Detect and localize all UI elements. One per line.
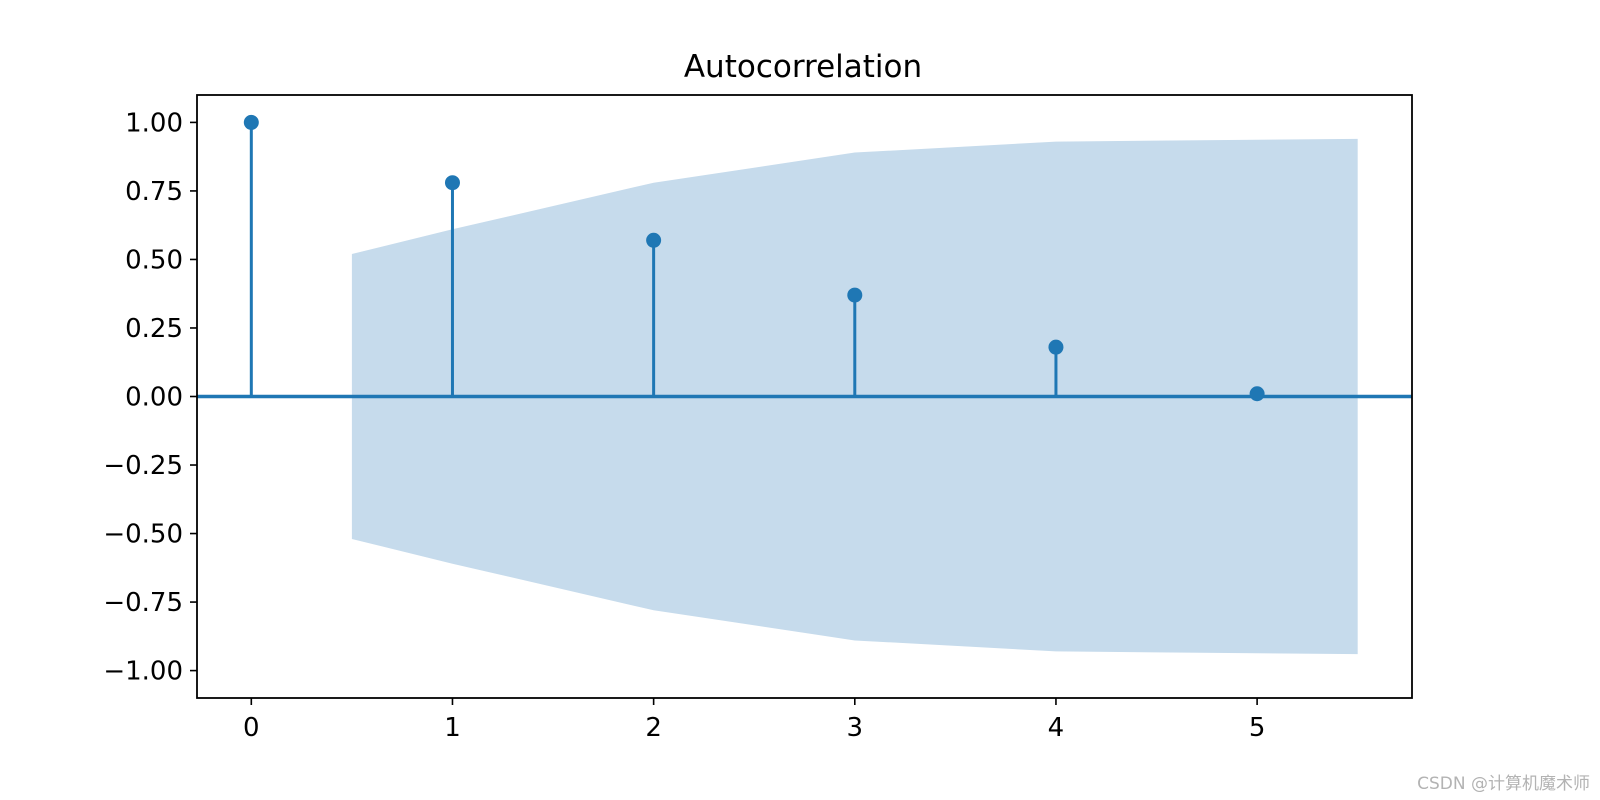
data-point-2 xyxy=(646,232,662,248)
x-tick-label: 5 xyxy=(1249,713,1266,743)
x-tick-label: 3 xyxy=(847,713,864,743)
y-tick-label: −0.50 xyxy=(103,520,183,550)
y-tick-label: 1.00 xyxy=(125,108,183,138)
data-point-3 xyxy=(847,287,863,303)
data-point-1 xyxy=(444,175,460,191)
y-tick-label: 0.25 xyxy=(125,314,183,344)
y-tick-label: −0.25 xyxy=(103,451,183,481)
plot-area: 1.00 0.75 0.50 0.25 0.00 −0.25 −0.50 −0.75 −1.00… xyxy=(103,94,1413,743)
x-tick-label: 2 xyxy=(645,713,662,743)
x-tick-label: 4 xyxy=(1048,713,1065,743)
data-point-4 xyxy=(1048,339,1064,355)
y-tick-label: −1.00 xyxy=(103,657,183,687)
y-tick-label: −0.75 xyxy=(103,588,183,618)
data-point-0 xyxy=(243,114,259,130)
x-tick-label: 1 xyxy=(444,713,461,743)
data-point-5 xyxy=(1249,386,1265,402)
watermark: CSDN @计算机魔术师 xyxy=(1417,774,1590,794)
x-tick-label: 0 xyxy=(243,713,260,743)
y-tick-label: 0.75 xyxy=(125,177,183,207)
y-tick-label: 0.00 xyxy=(125,383,183,413)
y-tick-label: 0.50 xyxy=(125,245,183,275)
chart-title: Autocorrelation xyxy=(684,49,922,85)
